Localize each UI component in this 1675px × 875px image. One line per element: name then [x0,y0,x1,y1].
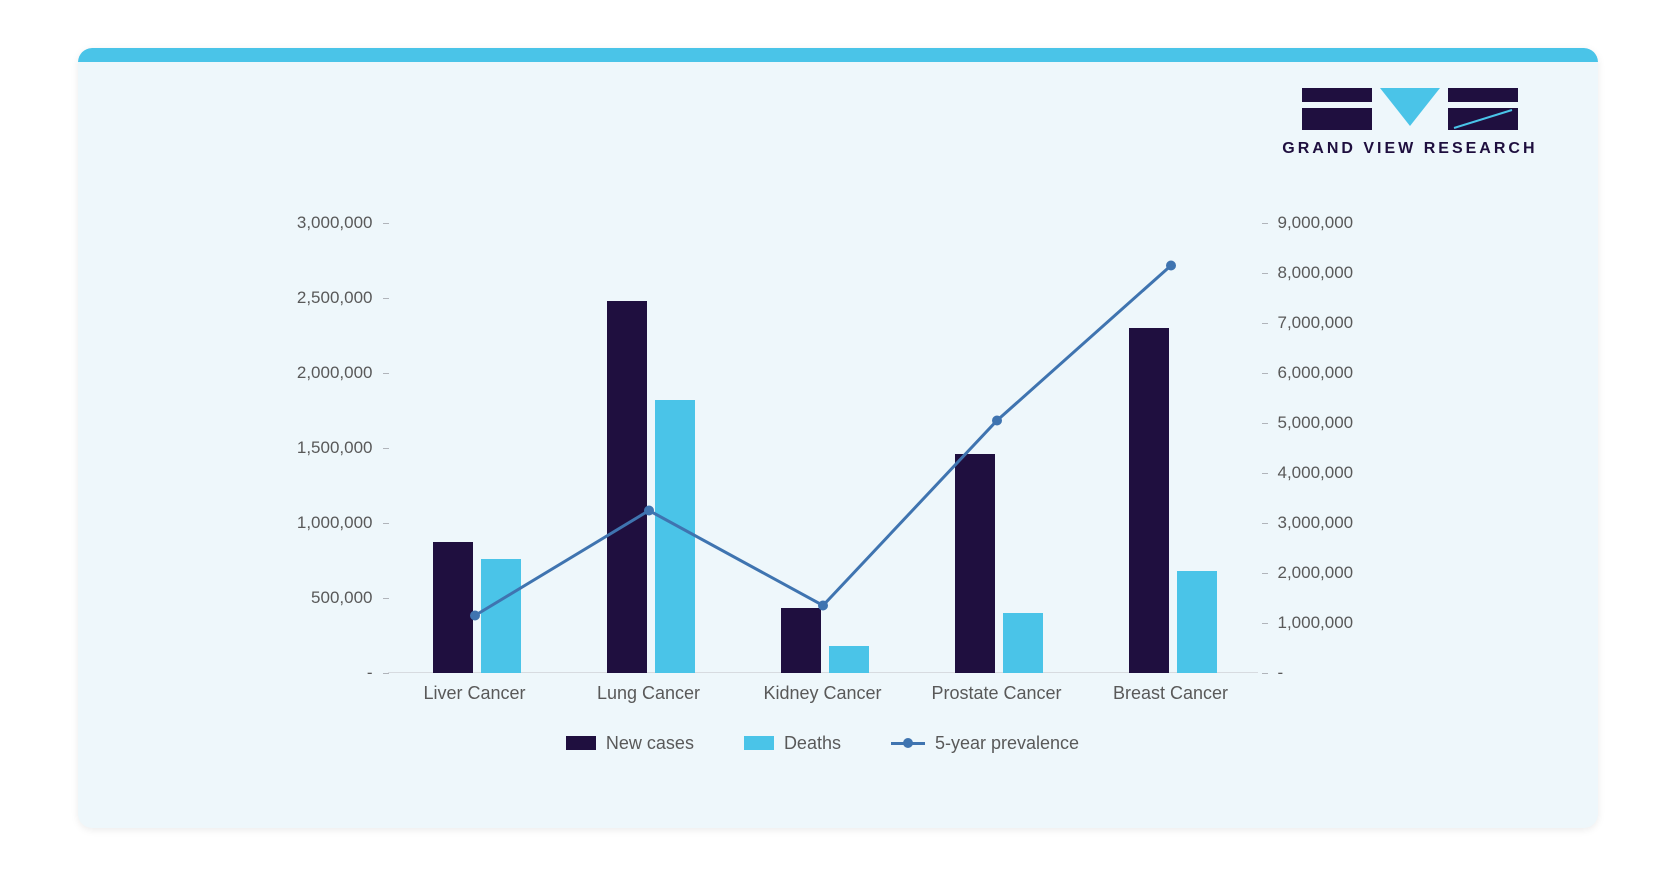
card-top-bar [78,48,1598,62]
y-left-tick: 1,500,000 [297,438,373,458]
x-axis-label: Breast Cancer [1084,683,1258,713]
y-right-tick: 3,000,000 [1278,513,1354,533]
y-right-tick: 2,000,000 [1278,563,1354,583]
y-left-tick: - [367,663,373,683]
x-axis-label: Liver Cancer [388,683,562,713]
legend-label: Deaths [784,733,841,754]
legend-label: New cases [606,733,694,754]
legend-item-prevalence: 5-year prevalence [891,733,1079,754]
logo-bars-right-icon [1448,88,1518,130]
chart-area: - 500,000 1,000,000 1,500,000 2,000,000 2,500… [278,223,1378,783]
y-left-tick: 2,000,000 [297,363,373,383]
x-axis-label: Prostate Cancer [910,683,1084,713]
y-axis-left: -500,0001,000,0001,500,0002,000,0002,500… [278,223,383,673]
logo-bars-left-icon [1302,88,1372,130]
y-left-tick: 3,000,000 [297,213,373,233]
line-marker [992,415,1002,425]
legend-line-swatch [891,736,925,750]
x-axis-label: Kidney Cancer [736,683,910,713]
legend-label: 5-year prevalence [935,733,1079,754]
y-right-tick: - [1278,663,1284,683]
legend-swatch [566,736,596,750]
legend-swatch [744,736,774,750]
y-right-tick: 8,000,000 [1278,263,1354,283]
y-right-tick: 1,000,000 [1278,613,1354,633]
y-axis-right: -1,000,0002,000,0003,000,0004,000,0005,0… [1268,223,1378,673]
line-series [388,223,1258,673]
y-right-tick: 9,000,000 [1278,213,1354,233]
line-layer [388,223,1258,673]
brand-logo: GRAND VIEW RESEARCH [1282,88,1537,158]
y-left-tick: 1,000,000 [297,513,373,533]
legend-item-new_cases: New cases [566,733,694,754]
x-axis-labels: Liver CancerLung CancerKidney CancerPros… [388,683,1258,713]
x-axis-label: Lung Cancer [562,683,736,713]
logo-triangle-icon [1380,88,1440,130]
y-left-tick: 2,500,000 [297,288,373,308]
brand-logo-text: GRAND VIEW RESEARCH [1282,140,1537,158]
y-left-tick: 500,000 [311,588,372,608]
y-right-tick: 7,000,000 [1278,313,1354,333]
line-marker [818,600,828,610]
y-right-tick: 5,000,000 [1278,413,1354,433]
y-right-tick: 4,000,000 [1278,463,1354,483]
chart-plot [388,223,1258,673]
legend-item-deaths: Deaths [744,733,841,754]
chart-card: GRAND VIEW RESEARCH - 500,000 1,000,000 1,5… [78,48,1598,828]
line-marker [644,505,654,515]
chart-legend: New cases Deaths 5-year prevalence [388,733,1258,754]
y-right-tick: 6,000,000 [1278,363,1354,383]
line-marker [1166,260,1176,270]
line-marker [470,610,480,620]
brand-logo-mark [1302,88,1518,130]
